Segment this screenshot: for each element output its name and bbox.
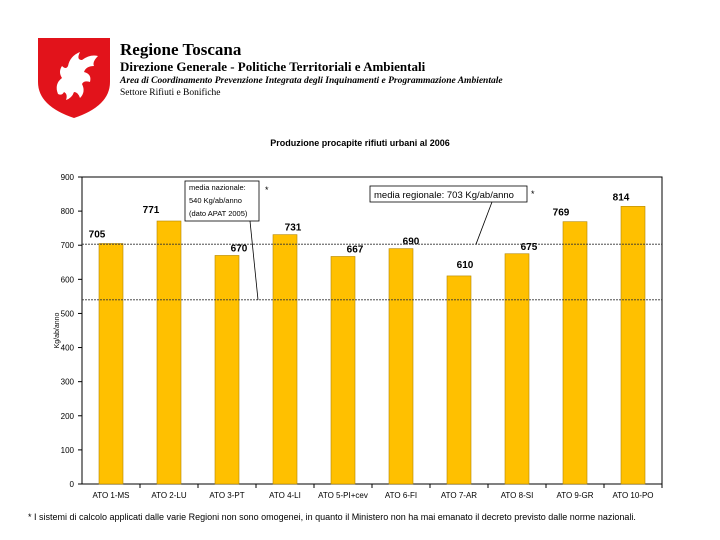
y-tick-label: 600 <box>61 275 75 284</box>
x-tick-label: ATO 9-GR <box>556 491 593 500</box>
national-average-label: (dato APAT 2005) <box>189 209 248 218</box>
bar <box>214 255 240 485</box>
area-name: Area di Coordinamento Prevenzione Integr… <box>120 76 503 86</box>
data-label: 690 <box>403 237 420 248</box>
x-tick-label: ATO 3-PT <box>209 491 244 500</box>
y-tick-label: 200 <box>61 412 75 421</box>
data-label: 814 <box>613 192 630 203</box>
y-tick-label: 0 <box>70 480 75 489</box>
bar <box>330 256 356 485</box>
national-average-label: 540 Kg/ab/anno <box>189 196 242 205</box>
data-label: 731 <box>285 223 302 234</box>
bar <box>388 248 414 485</box>
bar <box>98 243 124 485</box>
x-tick-label: ATO 8-SI <box>501 491 534 500</box>
y-tick-label: 300 <box>61 378 75 387</box>
regione-toscana-logo <box>38 38 110 118</box>
data-label: 705 <box>89 230 106 241</box>
bar <box>504 253 530 485</box>
bar <box>446 275 472 485</box>
bar <box>620 206 646 485</box>
y-tick-label: 100 <box>61 446 75 455</box>
settore-name: Settore Rifiuti e Bonifiche <box>120 88 221 98</box>
y-tick-label: 400 <box>61 344 75 353</box>
pegasus-icon <box>56 52 98 100</box>
data-label: 610 <box>457 260 474 271</box>
regional-average-box <box>369 185 528 203</box>
regional-average-pointer <box>475 201 493 245</box>
x-tick-label: ATO 2-LU <box>151 491 186 500</box>
x-tick-label: ATO 7-AR <box>441 491 477 500</box>
bar <box>156 220 182 485</box>
chart-title: Produzione procapite rifiuti urbani al 2… <box>270 138 450 148</box>
x-tick-label: ATO 5-PI+cev <box>318 491 368 500</box>
regional-average-marker: * <box>531 189 535 199</box>
y-tick-label: 900 <box>61 173 75 182</box>
y-tick-label: 700 <box>61 241 75 250</box>
national-average-pointer <box>249 220 259 300</box>
data-label: 667 <box>347 244 364 255</box>
header-block: Regione Toscana Direzione Generale - Pol… <box>120 40 503 99</box>
x-tick-label: ATO 1-MS <box>92 491 129 500</box>
national-average-label: media nazionale: <box>189 183 246 192</box>
bar <box>562 221 588 485</box>
org-name: Regione Toscana <box>120 40 242 59</box>
bar <box>272 234 298 485</box>
national-average-marker: * <box>265 185 269 195</box>
national-average-box <box>184 180 260 222</box>
data-label: 771 <box>143 205 160 216</box>
x-tick-label: ATO 4-LI <box>269 491 301 500</box>
data-label: 670 <box>231 243 248 254</box>
footnote: * I sistemi di calcolo applicati dalle v… <box>28 512 636 522</box>
data-label: 769 <box>553 208 570 219</box>
regional-average-label: media regionale: 703 Kg/ab/anno <box>374 190 514 201</box>
direzione-name: Direzione Generale - Politiche Territori… <box>120 59 426 74</box>
x-tick-label: ATO 10-PO <box>612 491 653 500</box>
y-tick-label: 800 <box>61 207 75 216</box>
data-label: 675 <box>521 242 538 253</box>
y-tick-label: 500 <box>61 309 75 318</box>
x-tick-label: ATO 6-FI <box>385 491 417 500</box>
y-axis-label: Kg/ab/anno <box>54 312 61 348</box>
